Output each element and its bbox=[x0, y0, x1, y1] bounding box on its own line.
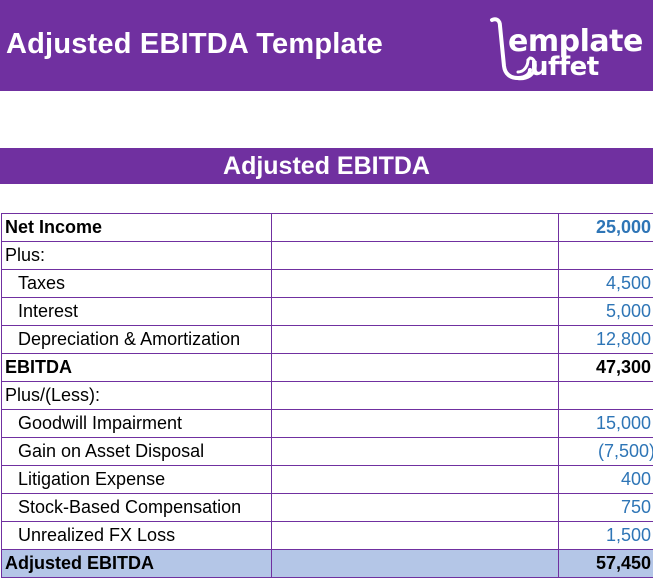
row-value-depreciation[interactable]: 12,800 bbox=[559, 326, 653, 354]
table-row: Depreciation & Amortization 12,800 bbox=[2, 326, 653, 354]
template-buffet-logo: emplate uffet bbox=[486, 14, 646, 86]
empty-cell[interactable] bbox=[272, 242, 559, 270]
section-title: Adjusted EBITDA bbox=[0, 148, 653, 184]
table-row: Plus/(Less): bbox=[2, 382, 653, 410]
empty-cell[interactable] bbox=[272, 326, 559, 354]
empty-cell[interactable] bbox=[272, 214, 559, 242]
logo-text-line2: uffet bbox=[530, 52, 599, 82]
empty-cell[interactable] bbox=[272, 550, 559, 578]
table-row: Unrealized FX Loss 1,500 bbox=[2, 522, 653, 550]
row-label-adjusted-ebitda[interactable]: Adjusted EBITDA bbox=[2, 550, 272, 578]
row-label-interest[interactable]: Interest bbox=[2, 298, 272, 326]
table-row: Litigation Expense 400 bbox=[2, 466, 653, 494]
row-value-ebitda[interactable]: 47,300 bbox=[559, 354, 653, 382]
row-value-net-income[interactable]: 25,000 bbox=[559, 214, 653, 242]
row-label-fx-loss[interactable]: Unrealized FX Loss bbox=[2, 522, 272, 550]
row-value-gain-disposal[interactable]: (7,500) bbox=[559, 438, 653, 466]
row-value-fx-loss[interactable]: 1,500 bbox=[559, 522, 653, 550]
row-value-taxes[interactable]: 4,500 bbox=[559, 270, 653, 298]
empty-cell[interactable] bbox=[272, 522, 559, 550]
row-label-plus[interactable]: Plus: bbox=[2, 242, 272, 270]
row-value-adjusted-ebitda[interactable]: 57,450 bbox=[559, 550, 653, 578]
header-banner: Adjusted EBITDA Template emplate uffet bbox=[0, 0, 653, 91]
table-row: EBITDA 47,300 bbox=[2, 354, 653, 382]
table-row: Stock-Based Compensation 750 bbox=[2, 494, 653, 522]
row-label-litigation[interactable]: Litigation Expense bbox=[2, 466, 272, 494]
row-label-depreciation[interactable]: Depreciation & Amortization bbox=[2, 326, 272, 354]
empty-cell[interactable] bbox=[272, 298, 559, 326]
ebitda-table: Net Income 25,000 Plus: Taxes 4,500 Inte… bbox=[1, 213, 653, 578]
row-label-taxes[interactable]: Taxes bbox=[2, 270, 272, 298]
row-value-plus-less[interactable] bbox=[559, 382, 653, 410]
row-value-litigation[interactable]: 400 bbox=[559, 466, 653, 494]
row-value-stock-comp[interactable]: 750 bbox=[559, 494, 653, 522]
table-row: Plus: bbox=[2, 242, 653, 270]
empty-cell[interactable] bbox=[272, 410, 559, 438]
table-row: Gain on Asset Disposal (7,500) bbox=[2, 438, 653, 466]
empty-cell[interactable] bbox=[272, 466, 559, 494]
empty-cell[interactable] bbox=[272, 494, 559, 522]
table-row: Interest 5,000 bbox=[2, 298, 653, 326]
row-value-plus[interactable] bbox=[559, 242, 653, 270]
empty-cell[interactable] bbox=[272, 270, 559, 298]
row-label-net-income[interactable]: Net Income bbox=[2, 214, 272, 242]
row-value-goodwill[interactable]: 15,000 bbox=[559, 410, 653, 438]
page-title: Adjusted EBITDA Template bbox=[6, 28, 383, 61]
row-label-plus-less[interactable]: Plus/(Less): bbox=[2, 382, 272, 410]
table-row: Net Income 25,000 bbox=[2, 214, 653, 242]
empty-cell[interactable] bbox=[272, 354, 559, 382]
empty-cell[interactable] bbox=[272, 382, 559, 410]
row-label-ebitda[interactable]: EBITDA bbox=[2, 354, 272, 382]
table-row: Goodwill Impairment 15,000 bbox=[2, 410, 653, 438]
row-label-goodwill[interactable]: Goodwill Impairment bbox=[2, 410, 272, 438]
empty-cell[interactable] bbox=[272, 438, 559, 466]
table-row: Taxes 4,500 bbox=[2, 270, 653, 298]
row-label-stock-comp[interactable]: Stock-Based Compensation bbox=[2, 494, 272, 522]
row-label-gain-disposal[interactable]: Gain on Asset Disposal bbox=[2, 438, 272, 466]
row-value-interest[interactable]: 5,000 bbox=[559, 298, 653, 326]
table-row: Adjusted EBITDA 57,450 bbox=[2, 550, 653, 578]
